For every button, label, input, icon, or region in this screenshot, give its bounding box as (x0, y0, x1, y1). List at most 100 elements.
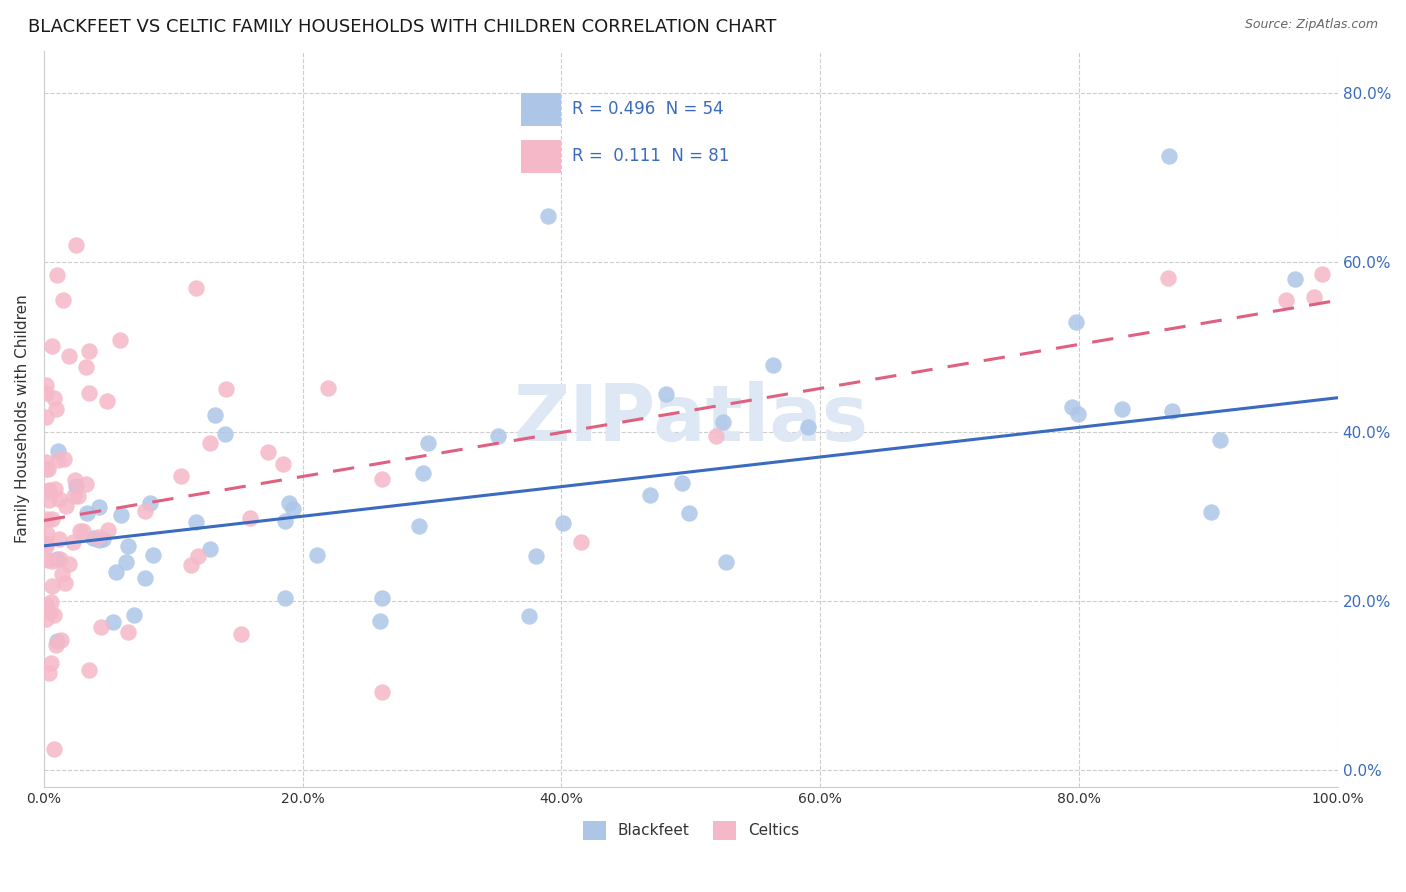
Point (134, 571, 156, 585)
Point (537, 209, 560, 223)
Point (42, 391, 65, 405)
Point (41, 339, 63, 353)
Point (418, 435, 440, 450)
Point (239, 511, 262, 525)
Point (486, 429, 509, 443)
Point (307, 549, 329, 563)
Point (44, 482, 66, 496)
Point (553, 516, 575, 530)
Point (48, 491, 70, 506)
Point (180, 558, 202, 573)
Point (35, 598, 58, 612)
Point (108, 333, 131, 347)
Point (678, 507, 700, 521)
Point (48, 532, 70, 546)
Point (52, 451, 75, 466)
Point (91, 532, 114, 546)
Point (75, 477, 97, 491)
Legend: Blackfeet, Celtics: Blackfeet, Celtics (576, 815, 806, 846)
Point (90, 619, 112, 633)
Point (1284, 272, 1306, 286)
Point (37, 511, 59, 525)
Point (1067, 408, 1090, 422)
Point (1111, 401, 1133, 416)
Point (711, 415, 734, 429)
Point (65, 238, 87, 252)
Point (139, 496, 162, 510)
Text: ZIPatlas: ZIPatlas (513, 381, 869, 457)
Point (186, 515, 208, 529)
Point (38, 483, 60, 497)
Point (55, 576, 77, 591)
Point (142, 548, 165, 562)
Point (96, 393, 118, 408)
Point (76, 506, 98, 520)
Point (58, 557, 80, 571)
Point (571, 535, 593, 549)
Point (117, 539, 139, 553)
Point (69, 524, 91, 538)
Point (77, 385, 100, 400)
Point (638, 488, 661, 502)
Point (186, 281, 208, 295)
Point (169, 469, 191, 483)
Point (103, 615, 125, 629)
Point (371, 472, 394, 486)
Point (42, 608, 65, 623)
Y-axis label: Family Households with Children: Family Households with Children (15, 294, 30, 543)
Point (38, 492, 60, 507)
Point (274, 514, 297, 528)
Point (87, 533, 110, 547)
Point (38, 665, 60, 680)
Point (41, 554, 63, 568)
Point (72, 524, 94, 538)
Point (198, 435, 221, 450)
Point (35, 455, 58, 469)
Point (278, 496, 301, 510)
Point (63, 490, 86, 504)
Point (46, 633, 69, 648)
Point (257, 445, 280, 459)
Point (48, 453, 70, 467)
Point (214, 427, 236, 442)
Point (115, 555, 138, 569)
Point (52, 293, 75, 308)
Point (65, 479, 87, 493)
Point (117, 624, 139, 639)
Point (97, 524, 120, 538)
Point (654, 387, 676, 401)
Point (371, 685, 394, 699)
Point (37, 462, 59, 476)
Point (1157, 271, 1180, 285)
Point (87, 530, 110, 544)
Point (67, 489, 90, 503)
Point (1275, 293, 1298, 308)
Point (41, 512, 63, 526)
Point (187, 549, 209, 564)
Point (281, 501, 304, 516)
Point (35, 536, 58, 550)
Point (63, 474, 86, 488)
Point (35, 377, 58, 392)
Point (58, 349, 80, 363)
Point (55, 500, 77, 514)
Point (105, 565, 128, 579)
Point (41, 579, 63, 593)
Point (45, 402, 67, 417)
Point (110, 508, 132, 522)
Text: BLACKFEET VS CELTIC FAMILY HOUSEHOLDS WITH CHILDREN CORRELATION CHART: BLACKFEET VS CELTIC FAMILY HOUSEHOLDS WI… (28, 18, 776, 36)
Point (35, 462, 58, 476)
Point (39, 595, 62, 609)
Point (1199, 504, 1222, 518)
Point (45, 551, 67, 566)
Point (82, 532, 104, 546)
Point (35, 386, 58, 401)
Point (46, 444, 69, 458)
Point (517, 609, 540, 624)
Point (796, 420, 818, 434)
Point (124, 608, 146, 623)
Point (87, 500, 110, 514)
Point (371, 591, 394, 605)
Point (62, 535, 84, 549)
Point (77, 344, 100, 359)
